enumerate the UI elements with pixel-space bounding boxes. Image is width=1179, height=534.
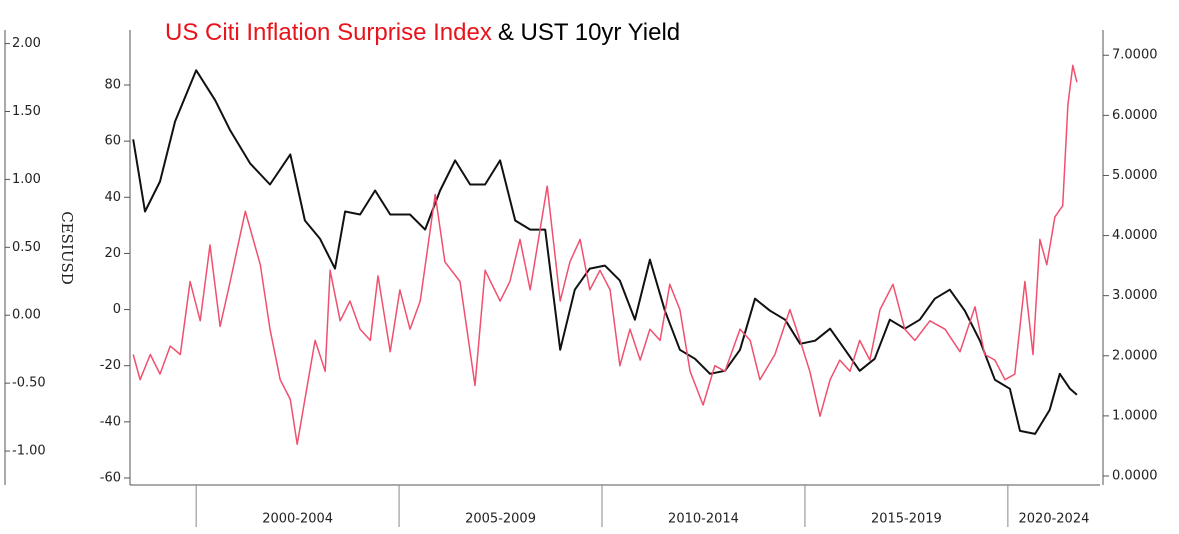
y2-tick-label: 3.0000 [1112,288,1158,303]
y3-tick-label: 0.00 [12,308,41,323]
y-tick-label: 0 [113,302,121,317]
y-axis-label: CESIUSD [58,211,76,285]
y2-tick-label: 4.0000 [1112,228,1158,243]
y2-tick-label: 1.0000 [1112,408,1158,423]
x-band-label: 2000-2004 [262,512,333,527]
y-tick-label: -60 [100,470,121,485]
y2-tick-label: 5.0000 [1112,168,1158,183]
y-tick-label: 60 [104,134,121,149]
chart-title: US Citi Inflation Surprise Index & UST 10… [165,19,680,46]
x-band-label: 2005-2009 [465,512,536,527]
title-segment: & UST 10yr Yield [498,19,680,46]
series-line [132,69,1078,435]
x-band-label: 2020-2024 [1019,512,1090,527]
y2-tick-label: 6.0000 [1112,108,1158,123]
x-band-label: 2015-2019 [871,512,942,527]
y3-tick-label: -0.50 [12,376,46,391]
y-tick-label: -20 [100,358,121,373]
y3-tick-label: 1.50 [12,104,41,119]
y3-tick-label: 2.00 [12,36,41,51]
title-segment: US Citi Inflation Surprise Index [165,19,492,46]
y3-tick-label: 1.00 [12,172,41,187]
series-line [132,64,1078,446]
x-band-label: 2010-2014 [668,512,739,527]
y-tick-label: -40 [100,414,121,429]
y3-tick-label: -1.00 [12,444,46,459]
y-tick-label: 40 [104,190,121,205]
y2-tick-label: 0.0000 [1112,468,1158,483]
y-tick-label: 20 [104,246,121,261]
y3-tick-label: 0.50 [12,240,41,255]
y2-tick-label: 2.0000 [1112,348,1158,363]
y-tick-label: 80 [104,78,121,93]
y2-tick-label: 7.0000 [1112,48,1158,63]
